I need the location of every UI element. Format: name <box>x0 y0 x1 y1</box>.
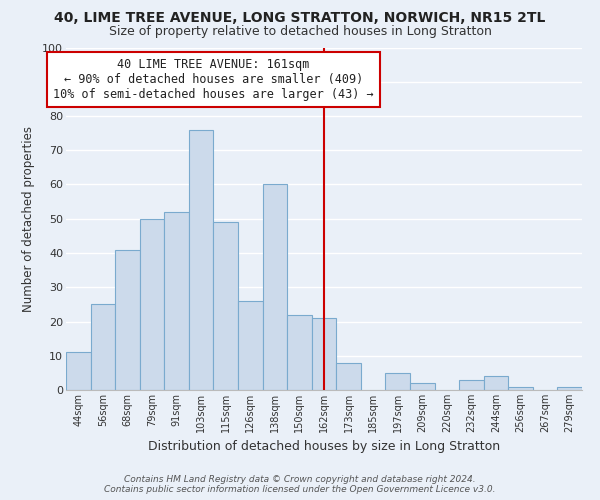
Bar <box>336 362 361 390</box>
Bar <box>115 250 140 390</box>
Text: Size of property relative to detached houses in Long Stratton: Size of property relative to detached ho… <box>109 25 491 38</box>
Y-axis label: Number of detached properties: Number of detached properties <box>22 126 35 312</box>
Bar <box>410 383 434 390</box>
Bar <box>214 222 238 390</box>
Bar <box>66 352 91 390</box>
Bar <box>508 386 533 390</box>
Bar <box>164 212 189 390</box>
Text: Contains HM Land Registry data © Crown copyright and database right 2024.
Contai: Contains HM Land Registry data © Crown c… <box>104 474 496 494</box>
Bar <box>484 376 508 390</box>
Bar <box>263 184 287 390</box>
Bar <box>91 304 115 390</box>
Bar <box>557 386 582 390</box>
Bar <box>385 373 410 390</box>
X-axis label: Distribution of detached houses by size in Long Stratton: Distribution of detached houses by size … <box>148 440 500 454</box>
Bar <box>459 380 484 390</box>
Bar <box>140 219 164 390</box>
Bar <box>238 301 263 390</box>
Text: 40, LIME TREE AVENUE, LONG STRATTON, NORWICH, NR15 2TL: 40, LIME TREE AVENUE, LONG STRATTON, NOR… <box>55 11 545 25</box>
Text: 40 LIME TREE AVENUE: 161sqm
← 90% of detached houses are smaller (409)
10% of se: 40 LIME TREE AVENUE: 161sqm ← 90% of det… <box>53 58 374 101</box>
Bar <box>189 130 214 390</box>
Bar <box>287 314 312 390</box>
Bar <box>312 318 336 390</box>
